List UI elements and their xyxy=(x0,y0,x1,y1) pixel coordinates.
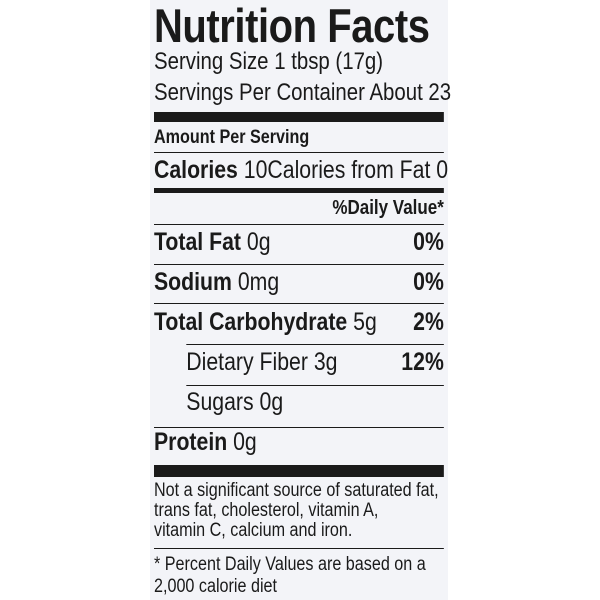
nutrient-row: Protein 0g xyxy=(154,428,444,457)
nutrient-amount: 0g xyxy=(233,428,257,456)
serving-size: Serving Size 1 tbsp (17g) xyxy=(154,48,384,75)
nutrient: Dietary Fiber 3g xyxy=(186,348,337,377)
nutrient: Sodium 0mg xyxy=(154,268,279,297)
footnote-line: trans fat, cholesterol, vitamin A, xyxy=(154,500,379,521)
nutrition-label: Nutrition Facts Serving Size 1 tbsp (17g… xyxy=(154,0,452,600)
nutrient-name: Sugars xyxy=(186,388,254,416)
nutrient-name: Total Carbohydrate xyxy=(154,308,348,336)
label-panel xyxy=(150,0,448,600)
note-line: 2,000 calorie diet xyxy=(154,576,278,597)
nutrient-row: Total Carbohydrate 5g 2% xyxy=(154,308,444,337)
rule xyxy=(154,548,444,549)
daily-value: 2% xyxy=(413,308,444,336)
rule xyxy=(154,427,444,428)
thick-rule xyxy=(154,465,444,477)
nutrient-amount: 3g xyxy=(313,348,338,376)
rule xyxy=(154,303,444,304)
daily-value: 0% xyxy=(413,228,444,256)
calories: Calories 10 xyxy=(154,156,267,185)
nutrient-name: Total Fat xyxy=(154,228,241,256)
nutrient-amount: 5g xyxy=(353,308,377,336)
nutrient-amount: 0g xyxy=(246,228,271,256)
nutrient-name: Dietary Fiber xyxy=(186,348,308,376)
nutrient-row: Sodium 0mg 0% xyxy=(154,268,444,297)
nutrient: Sugars 0g xyxy=(186,388,283,417)
daily-value: 12% xyxy=(401,348,444,376)
footnote: Not a significant source of saturated fa… xyxy=(154,481,444,541)
rule xyxy=(154,224,444,225)
nutrient-amount: 0mg xyxy=(237,268,280,296)
nutrient-row: Dietary Fiber 3g 12% xyxy=(186,348,444,377)
thick-rule xyxy=(154,112,444,122)
note-line: * Percent Daily Values are based on a xyxy=(154,554,426,575)
servings-per-container: Servings Per Container About 23 xyxy=(154,79,452,106)
calories-row: Calories 10 Calories from Fat 0 xyxy=(154,156,448,185)
calories-value: 10 xyxy=(243,156,268,184)
nutrient-row: Total Fat 0g 0% xyxy=(154,228,444,257)
footnote-line: vitamin C, calcium and iron. xyxy=(154,520,353,541)
nutrient-name: Protein xyxy=(154,428,228,456)
nutrient-amount: 0g xyxy=(259,388,284,416)
nutrient: Total Carbohydrate 5g xyxy=(154,308,377,337)
medium-rule xyxy=(154,188,444,193)
nutrient-row: Sugars 0g xyxy=(186,388,444,417)
rule xyxy=(186,344,444,345)
rule xyxy=(154,152,444,153)
daily-value: 0% xyxy=(413,268,444,296)
amount-per-serving: Amount Per Serving xyxy=(154,127,310,148)
nutrient-name: Sodium xyxy=(154,268,232,296)
rule xyxy=(154,264,444,265)
calories-label: Calories xyxy=(154,156,238,184)
calories-from-fat: Calories from Fat 0 xyxy=(267,156,449,184)
nutrient: Protein 0g xyxy=(154,428,257,457)
rule xyxy=(186,385,444,386)
title: Nutrition Facts xyxy=(154,0,430,52)
daily-value-note: * Percent Daily Values are based on a 2,0… xyxy=(154,554,444,598)
daily-value-header: %Daily Value* xyxy=(332,197,444,219)
nutrient: Total Fat 0g xyxy=(154,228,271,257)
footnote-line: Not a significant source of saturated fa… xyxy=(154,480,439,501)
